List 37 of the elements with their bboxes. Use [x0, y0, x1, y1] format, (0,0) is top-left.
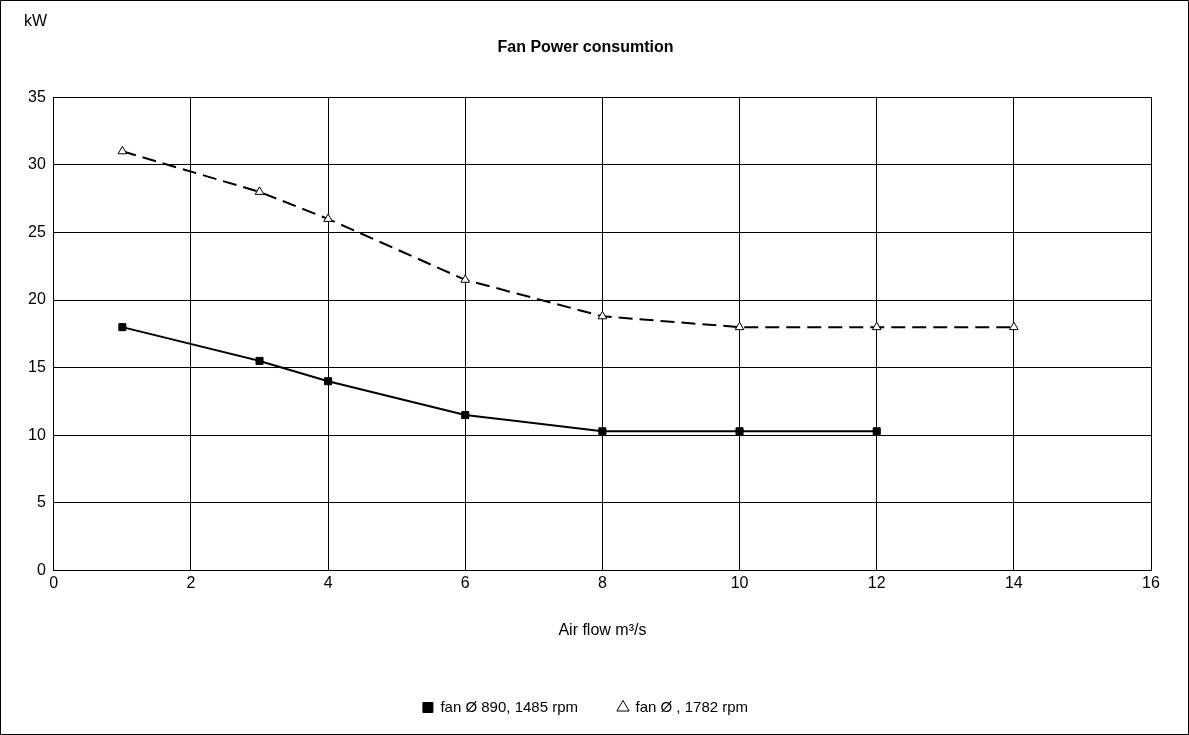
chart-title: Fan Power consumtion: [497, 38, 674, 56]
point: [254, 186, 265, 195]
point: [117, 145, 128, 155]
x-tick-label: 6: [460, 573, 470, 591]
y-tick-label: 5: [36, 493, 46, 511]
point: [255, 356, 264, 365]
point: [323, 213, 333, 222]
point: [118, 323, 127, 332]
point: [1009, 321, 1019, 331]
x-tick-label: 12: [867, 573, 886, 591]
x-tick-label: 16: [1142, 573, 1160, 591]
point: [461, 411, 470, 420]
point: [460, 274, 471, 283]
x-tick-label: 2: [186, 573, 196, 591]
point: [597, 310, 608, 320]
x-tick-label: 14: [1004, 573, 1023, 591]
point: [324, 377, 333, 386]
y-axis-title: kW: [24, 12, 48, 30]
x-tick-label: 0: [49, 573, 59, 591]
y-tick-label: 35: [28, 87, 46, 105]
x-tick-label: 4: [323, 573, 333, 591]
x-axis-title: Air flow m³/s: [558, 620, 647, 638]
y-tick-label: 15: [28, 358, 46, 376]
y-tick-label: 20: [28, 290, 46, 308]
x-tick-label: 10: [730, 573, 749, 591]
y-tick-label: 30: [28, 155, 46, 173]
point: [734, 321, 745, 331]
point: [872, 427, 881, 436]
x-tick-label: 8: [597, 573, 607, 591]
legend-label: fan Ø , 1782 rpm: [635, 697, 749, 715]
y-tick-label: 0: [36, 561, 46, 579]
point: [598, 427, 607, 436]
legend-label: fan Ø 890, 1485 rpm: [440, 697, 579, 715]
point: [735, 427, 744, 436]
point: [871, 321, 882, 331]
y-tick-label: 25: [28, 222, 46, 240]
y-tick-label: 10: [28, 425, 46, 443]
